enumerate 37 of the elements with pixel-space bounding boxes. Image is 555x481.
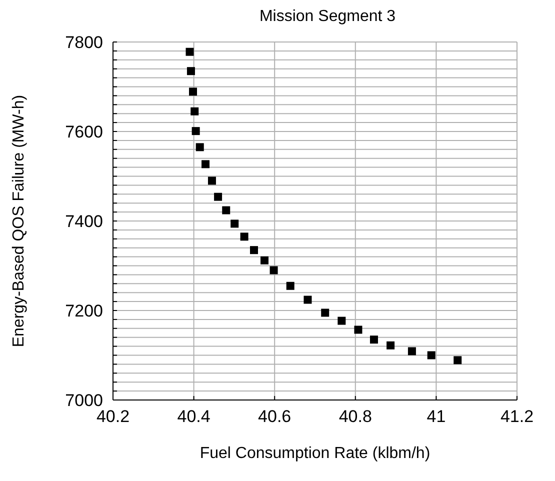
x-tick-label: 41.2 — [500, 407, 534, 426]
y-tick-label: 7400 — [65, 212, 103, 232]
point — [321, 308, 330, 317]
point — [354, 326, 362, 334]
point — [186, 48, 194, 56]
x-tick-label: 40.8 — [338, 407, 372, 426]
point — [202, 160, 210, 168]
point — [454, 356, 462, 364]
point — [240, 232, 248, 241]
point — [386, 341, 395, 350]
x-tick-label: 40.6 — [258, 407, 292, 426]
x-axis-title: Fuel Consumption Rate (klbm/h) — [200, 445, 430, 462]
point — [286, 282, 294, 290]
point — [270, 266, 278, 274]
point — [250, 246, 258, 254]
point — [408, 347, 416, 356]
point — [427, 351, 436, 360]
point — [230, 220, 239, 228]
point — [338, 316, 346, 325]
point — [214, 192, 222, 201]
y-tick-label: 7800 — [65, 33, 103, 52]
point — [196, 143, 204, 152]
point — [186, 67, 195, 76]
point — [192, 127, 200, 136]
chart-title: Mission Segment 3 — [258, 8, 397, 27]
y-tick-label: 7600 — [65, 122, 103, 142]
point — [190, 107, 199, 116]
point — [260, 256, 268, 264]
point — [304, 296, 312, 304]
point — [208, 176, 216, 185]
x-tick-label: 40.4 — [177, 407, 210, 426]
point — [370, 336, 378, 344]
y-tick-label: 7200 — [65, 302, 103, 321]
y-axis-title: Energy-Based QOS Failure (MW-h) — [10, 94, 28, 348]
point — [222, 206, 230, 214]
point — [188, 88, 197, 96]
x-tick-label: 41 — [426, 407, 446, 426]
